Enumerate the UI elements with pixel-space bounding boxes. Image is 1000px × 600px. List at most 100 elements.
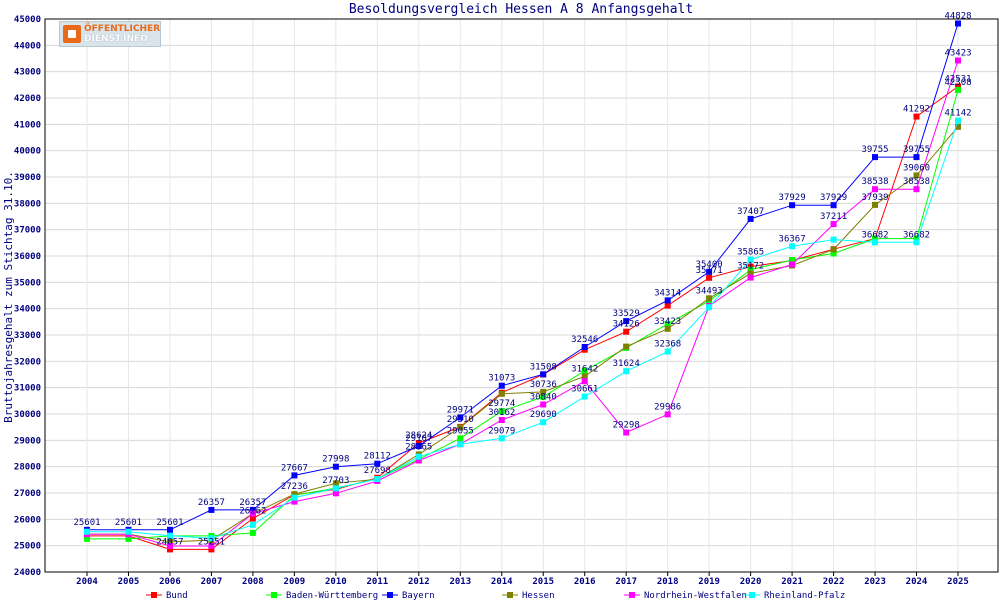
data-point — [332, 485, 339, 492]
data-point — [415, 443, 422, 449]
data-label: 26262 — [239, 507, 266, 517]
data-point — [332, 490, 339, 497]
legend-label: Baden-Württemberg — [286, 591, 378, 600]
data-point — [581, 373, 588, 380]
data-point — [498, 382, 505, 389]
logo-text-line1: ÖFFENTLICHER — [84, 24, 161, 34]
data-point — [125, 528, 132, 535]
x-tick-label: 2004 — [76, 577, 98, 587]
y-tick-label: 41000 — [14, 120, 41, 130]
data-point — [789, 257, 796, 263]
data-point — [747, 256, 754, 263]
data-point — [84, 535, 90, 542]
data-point — [830, 236, 837, 243]
x-tick-label: 2009 — [284, 577, 306, 587]
series-lines — [84, 20, 961, 553]
series-4 — [84, 57, 961, 549]
data-label: 34493 — [696, 286, 723, 296]
data-point — [540, 419, 547, 426]
data-point — [208, 546, 215, 553]
legend-swatch-marker — [629, 592, 635, 598]
legend-label: Hessen — [522, 591, 555, 600]
data-point — [664, 348, 671, 355]
data-point — [581, 344, 588, 350]
legend-swatch-marker — [507, 592, 513, 598]
data-label: 36682 — [903, 230, 930, 240]
data-point — [913, 113, 920, 120]
data-point — [291, 491, 298, 498]
data-label: 27667 — [281, 463, 308, 473]
data-point — [291, 472, 298, 479]
x-tick-label: 2015 — [532, 577, 554, 587]
plot-frame — [44, 18, 999, 573]
data-label: 25251 — [198, 537, 225, 547]
data-point — [457, 441, 464, 448]
data-label: 31642 — [571, 364, 598, 374]
data-label: 30840 — [530, 392, 557, 402]
data-point — [457, 435, 464, 442]
y-tick-label: 27000 — [14, 489, 41, 499]
data-label: 32368 — [654, 340, 681, 350]
data-label: 39755 — [862, 145, 889, 155]
data-point — [623, 429, 630, 436]
data-label: 29986 — [654, 402, 681, 412]
data-label: 25601 — [156, 518, 183, 528]
data-point — [374, 460, 381, 467]
data-label: 37939 — [862, 193, 889, 203]
data-point — [913, 172, 920, 179]
data-point — [208, 535, 215, 542]
data-label: 33423 — [654, 317, 681, 327]
x-tick-label: 2024 — [906, 577, 928, 587]
legend-item: Nordrhein-Westfalen — [624, 591, 747, 600]
series-line — [87, 89, 959, 540]
data-point — [540, 371, 547, 378]
data-point — [913, 235, 920, 242]
data-point — [955, 117, 961, 124]
data-label: 29774 — [488, 399, 515, 409]
data-point — [623, 318, 630, 325]
y-axis-label: Bruttojahresgehalt zum Stichtag 31.10. — [2, 171, 15, 423]
x-tick-label: 2007 — [201, 577, 223, 587]
data-point — [664, 325, 671, 332]
x-tick-label: 2006 — [159, 577, 181, 587]
legend-item: Baden-Württemberg — [266, 591, 378, 600]
series-line — [87, 126, 959, 543]
data-point — [167, 526, 173, 533]
x-tick-label: 2014 — [491, 577, 513, 587]
data-point — [872, 235, 878, 242]
data-label: 29510 — [447, 415, 474, 425]
data-label: 35400 — [696, 260, 723, 270]
series-1 — [84, 86, 961, 542]
x-tick-label: 2019 — [698, 577, 720, 587]
data-point — [706, 304, 713, 311]
data-label: 35172 — [737, 261, 764, 271]
data-point — [872, 186, 878, 193]
chart-title: Besoldungsvergleich Hessen A 8 Anfangsge… — [349, 2, 693, 17]
data-point — [208, 506, 215, 513]
data-label: 26357 — [198, 498, 225, 508]
data-point — [249, 529, 256, 536]
data-label: 28112 — [364, 452, 391, 462]
data-point — [664, 411, 671, 418]
x-tick-label: 2017 — [615, 577, 637, 587]
site-logo: ÖFFENTLICHER DIENST.INFO — [59, 21, 161, 47]
x-tick-label: 2005 — [118, 577, 140, 587]
series-line — [87, 60, 959, 547]
data-point — [249, 515, 256, 522]
y-tick-label: 31000 — [14, 384, 41, 394]
data-label: 25601 — [73, 518, 100, 528]
data-point — [789, 261, 796, 268]
data-point — [84, 528, 90, 535]
data-point — [747, 266, 754, 273]
data-label: 30162 — [488, 408, 515, 418]
data-point — [415, 457, 422, 464]
legend-item: Rheinland-Pfalz — [744, 591, 845, 600]
data-label: 25601 — [115, 518, 142, 528]
data-label: 36682 — [862, 230, 889, 240]
data-point — [913, 154, 920, 161]
logo-text-line2: DIENST.INFO — [84, 34, 148, 44]
data-label: 44828 — [944, 12, 971, 22]
data-label: 33529 — [613, 309, 640, 319]
